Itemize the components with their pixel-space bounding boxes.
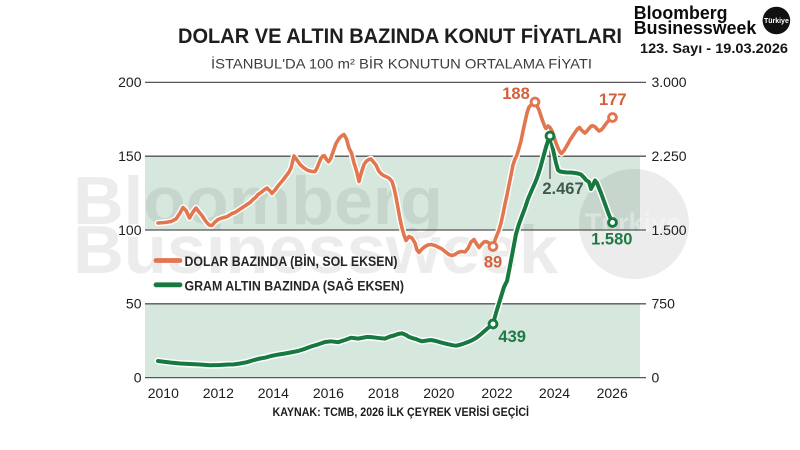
svg-text:2024: 2024 <box>539 385 570 401</box>
svg-text:İSTANBUL'DA 100 m² BİR KONUTUN: İSTANBUL'DA 100 m² BİR KONUTUN ORTALAMA … <box>211 55 592 72</box>
svg-text:2010: 2010 <box>148 385 179 401</box>
svg-text:Businessweek: Businessweek <box>634 18 757 38</box>
svg-text:2014: 2014 <box>258 385 289 401</box>
svg-text:2022: 2022 <box>481 385 512 401</box>
svg-text:3.000: 3.000 <box>652 74 687 90</box>
svg-text:Bloomberg: Bloomberg <box>634 3 728 23</box>
svg-text:2026: 2026 <box>597 385 628 401</box>
svg-text:200: 200 <box>118 74 142 90</box>
svg-text:0: 0 <box>652 369 660 385</box>
svg-text:1.580: 1.580 <box>591 230 632 248</box>
svg-text:50: 50 <box>126 296 142 312</box>
svg-text:177: 177 <box>599 91 627 109</box>
svg-text:Türkiye: Türkiye <box>764 18 789 25</box>
svg-text:2.250: 2.250 <box>652 148 687 164</box>
svg-text:89: 89 <box>484 253 502 271</box>
svg-text:750: 750 <box>652 296 676 312</box>
svg-text:Türkiye: Türkiye <box>585 208 681 238</box>
svg-text:123. Sayı - 19.03.2026: 123. Sayı - 19.03.2026 <box>640 40 788 56</box>
svg-text:1.500: 1.500 <box>652 222 687 238</box>
svg-text:2018: 2018 <box>368 385 399 401</box>
svg-text:188: 188 <box>502 85 530 103</box>
svg-text:2016: 2016 <box>313 385 344 401</box>
svg-text:2.467: 2.467 <box>542 180 583 198</box>
svg-text:DOLAR VE ALTIN BAZINDA KONUT F: DOLAR VE ALTIN BAZINDA KONUT FİYATLARI <box>178 25 622 48</box>
svg-text:DOLAR BAZINDA (BİN, SOL EKSEN): DOLAR BAZINDA (BİN, SOL EKSEN) <box>185 254 398 269</box>
svg-text:100: 100 <box>118 222 142 238</box>
svg-text:GRAM ALTIN BAZINDA (SAĞ EKSEN): GRAM ALTIN BAZINDA (SAĞ EKSEN) <box>185 278 405 293</box>
svg-text:0: 0 <box>134 369 142 385</box>
svg-text:2020: 2020 <box>423 385 454 401</box>
svg-text:2012: 2012 <box>203 385 234 401</box>
svg-text:150: 150 <box>118 148 142 164</box>
svg-text:KAYNAK: TCMB, 2026 İLK ÇEYREK: KAYNAK: TCMB, 2026 İLK ÇEYREK VERİSİ GEÇ… <box>273 406 530 419</box>
svg-text:Businessweek: Businessweek <box>73 212 558 288</box>
svg-text:439: 439 <box>498 328 526 346</box>
